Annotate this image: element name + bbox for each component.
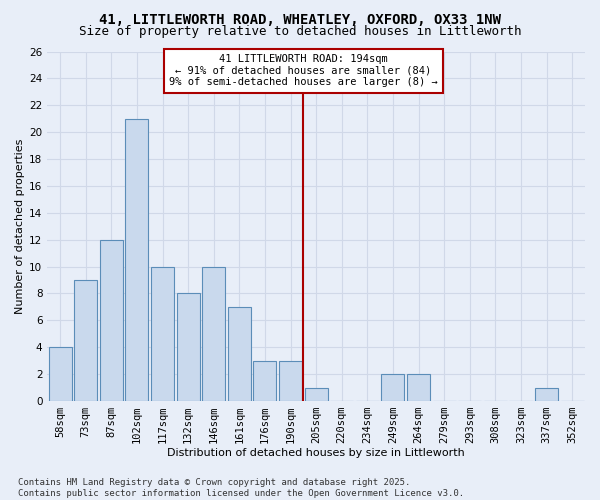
Bar [228,307,251,401]
Bar [279,360,302,401]
Bar [382,374,404,401]
Bar [535,388,558,401]
Bar [49,347,71,401]
Bar [407,374,430,401]
Bar [125,118,148,401]
Bar [151,266,174,401]
Bar [74,280,97,401]
Bar [305,388,328,401]
Text: Contains HM Land Registry data © Crown copyright and database right 2025.
Contai: Contains HM Land Registry data © Crown c… [18,478,464,498]
Text: 41 LITTLEWORTH ROAD: 194sqm
← 91% of detached houses are smaller (84)
9% of semi: 41 LITTLEWORTH ROAD: 194sqm ← 91% of det… [169,54,438,88]
Bar [176,294,200,401]
Bar [253,360,277,401]
Y-axis label: Number of detached properties: Number of detached properties [15,138,25,314]
Text: 41, LITTLEWORTH ROAD, WHEATLEY, OXFORD, OX33 1NW: 41, LITTLEWORTH ROAD, WHEATLEY, OXFORD, … [99,12,501,26]
Bar [100,240,123,401]
Bar [202,266,225,401]
Text: Size of property relative to detached houses in Littleworth: Size of property relative to detached ho… [79,25,521,38]
X-axis label: Distribution of detached houses by size in Littleworth: Distribution of detached houses by size … [167,448,465,458]
